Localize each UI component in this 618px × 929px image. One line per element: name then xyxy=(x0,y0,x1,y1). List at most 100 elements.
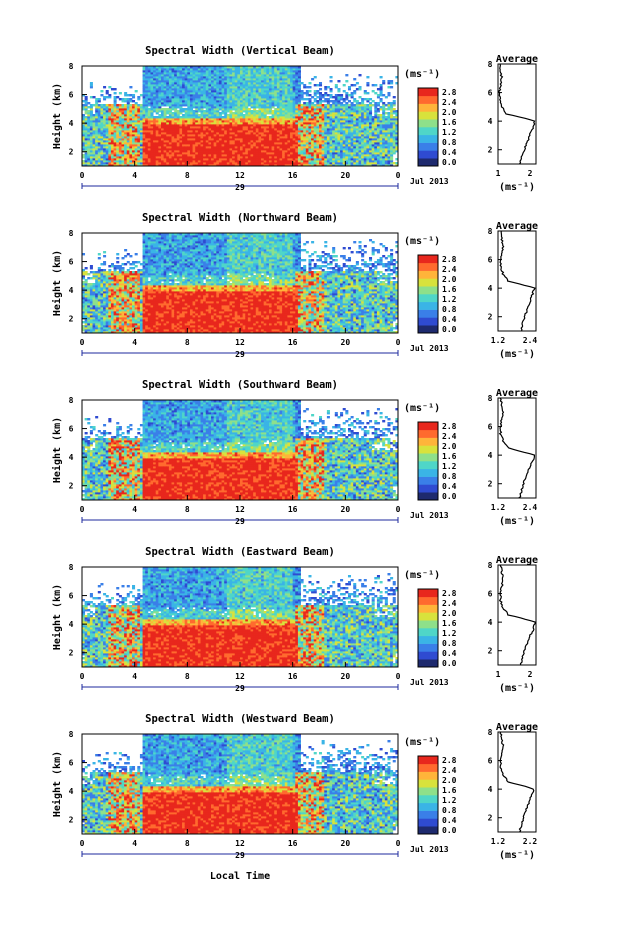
heatmap-cell xyxy=(211,68,215,71)
heatmap-cell xyxy=(124,114,128,117)
heatmap-cell xyxy=(192,120,196,123)
heatmap-cell xyxy=(92,126,96,129)
heatmap-cell xyxy=(108,114,112,117)
heatmap-cell xyxy=(110,156,114,159)
heatmap-cell xyxy=(92,104,96,107)
heatmap-cell xyxy=(332,96,336,99)
heatmap-cell xyxy=(197,146,201,149)
heatmap-cell xyxy=(195,84,199,87)
heatmap-cell xyxy=(189,96,193,99)
heatmap-cell xyxy=(205,138,209,141)
heatmap-cell xyxy=(211,110,215,113)
heatmap-cell xyxy=(179,110,183,113)
heatmap-cell xyxy=(110,152,114,155)
heatmap-cell xyxy=(103,146,107,149)
heatmap-cell xyxy=(345,92,349,95)
heatmap-cell xyxy=(103,110,107,113)
heatmap-cell xyxy=(147,128,151,131)
heatmap-cell xyxy=(168,66,172,69)
heatmap-cell xyxy=(179,90,183,93)
heatmap-cell xyxy=(197,108,201,111)
heatmap-cell xyxy=(205,158,209,161)
heatmap-cell xyxy=(105,128,109,131)
heatmap-cell xyxy=(150,122,154,125)
heatmap-cell xyxy=(129,124,133,127)
heatmap-cell xyxy=(347,104,351,107)
heatmap-cell xyxy=(187,92,191,95)
heatmap-cell xyxy=(205,154,209,157)
heatmap-cell xyxy=(195,112,199,115)
heatmap-cell xyxy=(163,138,167,141)
heatmap-cell xyxy=(105,158,109,161)
heatmap-cell xyxy=(195,70,199,73)
heatmap-cell xyxy=(187,148,191,151)
heatmap-cell xyxy=(174,162,178,165)
heatmap-cell xyxy=(103,150,107,153)
heatmap-cell xyxy=(87,118,91,121)
heatmap-cell xyxy=(163,132,167,135)
heatmap-cell xyxy=(97,144,101,147)
heatmap-cell xyxy=(184,160,188,163)
heatmap-cell xyxy=(174,76,178,79)
heatmap-cell xyxy=(379,84,383,87)
heatmap-cell xyxy=(197,84,201,87)
heatmap-cell xyxy=(139,118,143,121)
heatmap-cell xyxy=(182,126,186,129)
heatmap-cell xyxy=(163,118,167,121)
heatmap-cell xyxy=(150,130,154,133)
heatmap-cell xyxy=(155,158,159,161)
heatmap-cell xyxy=(97,114,101,117)
heatmap-cell xyxy=(150,108,154,111)
heatmap-cell xyxy=(84,146,88,149)
heatmap-cell xyxy=(192,74,196,77)
heatmap-cell xyxy=(147,114,151,117)
heatmap-cell xyxy=(182,96,186,99)
heatmap-cell xyxy=(147,76,151,79)
heatmap-cell xyxy=(203,124,207,127)
heatmap-cell xyxy=(134,128,138,131)
heatmap-cell xyxy=(213,82,217,85)
heatmap-cell xyxy=(182,70,186,73)
heatmap-cell xyxy=(192,84,196,87)
heatmap-cell xyxy=(153,144,157,147)
heatmap-cell xyxy=(129,162,133,165)
heatmap-cell xyxy=(182,114,186,117)
heatmap-cell xyxy=(176,130,180,133)
heatmap-cell xyxy=(197,126,201,129)
heatmap-cell xyxy=(105,132,109,135)
heatmap-cell xyxy=(176,116,180,119)
heatmap-cell xyxy=(218,126,222,129)
heatmap-cell xyxy=(192,72,196,75)
heatmap-cell xyxy=(189,84,193,87)
heatmap-cell xyxy=(132,148,136,151)
heatmap-cell xyxy=(166,90,170,93)
heatmap-cell xyxy=(103,158,107,161)
heatmap-cell xyxy=(168,138,172,141)
heatmap-cell xyxy=(179,104,183,107)
heatmap-cell xyxy=(176,82,180,85)
heatmap-cell xyxy=(216,148,220,151)
heatmap-cell xyxy=(168,70,172,73)
heatmap-cell xyxy=(189,70,193,73)
heatmap-cell xyxy=(213,126,217,129)
heatmap-cell xyxy=(208,70,212,73)
heatmap-cell xyxy=(89,118,93,121)
heatmap-cell xyxy=(84,96,88,99)
heatmap-cell xyxy=(103,142,107,145)
heatmap-cell xyxy=(182,156,186,159)
heatmap-cell xyxy=(347,86,351,89)
heatmap-cell xyxy=(116,136,120,139)
heatmap-cell xyxy=(171,96,175,99)
heatmap-cell xyxy=(147,74,151,77)
heatmap-cell xyxy=(158,96,162,99)
heatmap-cell xyxy=(192,94,196,97)
heatmap-cell xyxy=(87,140,91,143)
heatmap-cell xyxy=(200,148,204,151)
heatmap-cell xyxy=(197,102,201,105)
heatmap-cell xyxy=(100,156,104,159)
heatmap-cell xyxy=(171,88,175,91)
heatmap-cell xyxy=(95,102,99,105)
heatmap-cell xyxy=(187,116,191,119)
heatmap-cell xyxy=(195,142,199,145)
heatmap-cell xyxy=(218,78,222,81)
